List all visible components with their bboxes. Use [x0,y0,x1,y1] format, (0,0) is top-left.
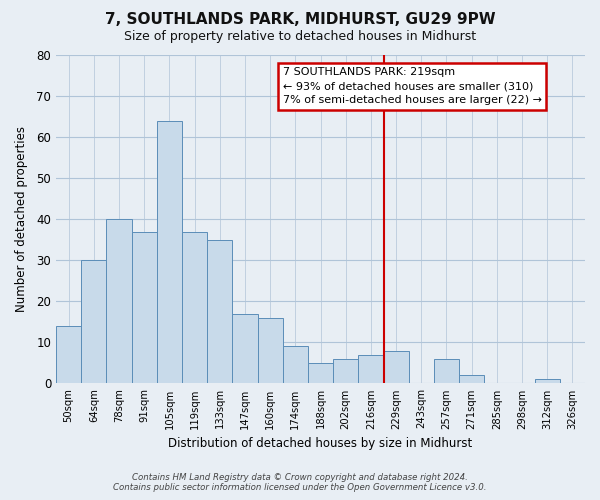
Bar [358,354,383,384]
Bar [182,232,207,384]
Bar [459,375,484,384]
Y-axis label: Number of detached properties: Number of detached properties [15,126,28,312]
Bar [434,359,459,384]
Bar [56,326,81,384]
Bar [81,260,106,384]
Bar [207,240,232,384]
Text: Size of property relative to detached houses in Midhurst: Size of property relative to detached ho… [124,30,476,43]
Bar [257,318,283,384]
Bar [106,219,131,384]
Bar [333,359,358,384]
Bar [535,380,560,384]
X-axis label: Distribution of detached houses by size in Midhurst: Distribution of detached houses by size … [169,437,473,450]
Text: 7, SOUTHLANDS PARK, MIDHURST, GU29 9PW: 7, SOUTHLANDS PARK, MIDHURST, GU29 9PW [104,12,496,28]
Text: 7 SOUTHLANDS PARK: 219sqm
← 93% of detached houses are smaller (310)
7% of semi-: 7 SOUTHLANDS PARK: 219sqm ← 93% of detac… [283,68,542,106]
Bar [383,350,409,384]
Bar [308,363,333,384]
Bar [157,120,182,384]
Bar [232,314,257,384]
Text: Contains HM Land Registry data © Crown copyright and database right 2024.
Contai: Contains HM Land Registry data © Crown c… [113,473,487,492]
Bar [283,346,308,384]
Bar [131,232,157,384]
